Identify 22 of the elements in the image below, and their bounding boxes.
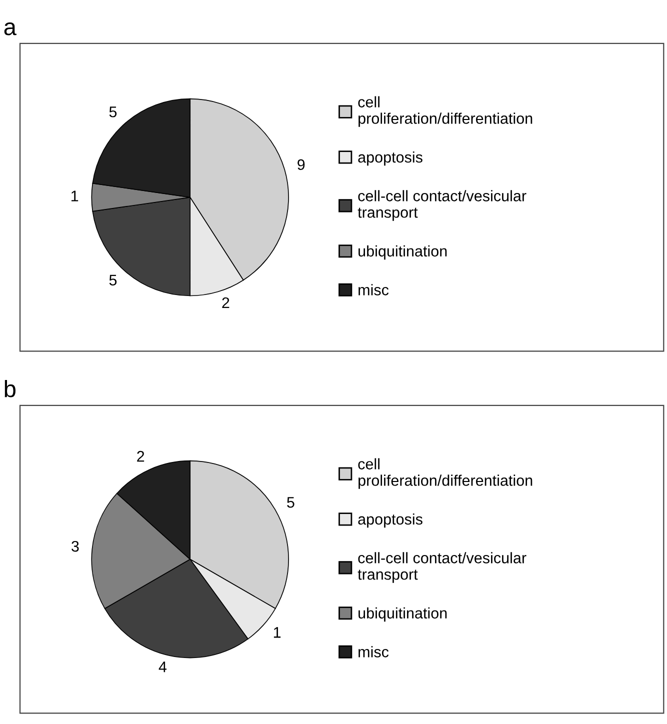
- data-label: 1: [274, 627, 281, 638]
- legend-label: misc: [358, 284, 389, 296]
- data-label: 2: [137, 450, 144, 462]
- data-label: 5: [109, 274, 117, 286]
- data-label: 1: [72, 190, 78, 202]
- legend-label: apoptosis: [358, 151, 422, 166]
- legend-label: cell proliferation/differentiation: [358, 458, 532, 489]
- data-label: 9: [298, 159, 305, 170]
- legend-label: cell-cell contact/vesicular transport: [358, 190, 526, 221]
- legend-label: cell proliferation/differentiation: [358, 96, 532, 127]
- data-label: 3: [72, 540, 79, 552]
- legend-label: misc: [358, 646, 389, 658]
- chart-title: b: [4, 380, 16, 398]
- chart-title: a: [4, 22, 16, 36]
- legend-label: apoptosis: [358, 513, 422, 528]
- data-label: 2: [222, 297, 230, 308]
- data-label: 4: [158, 662, 167, 672]
- legend-label: ubiquitination: [358, 245, 447, 260]
- legend-label: ubiquitination: [358, 607, 447, 622]
- data-label: 5: [287, 497, 294, 508]
- data-label: 5: [109, 106, 117, 118]
- legend-label: cell-cell contact/vesicular transport: [358, 552, 526, 583]
